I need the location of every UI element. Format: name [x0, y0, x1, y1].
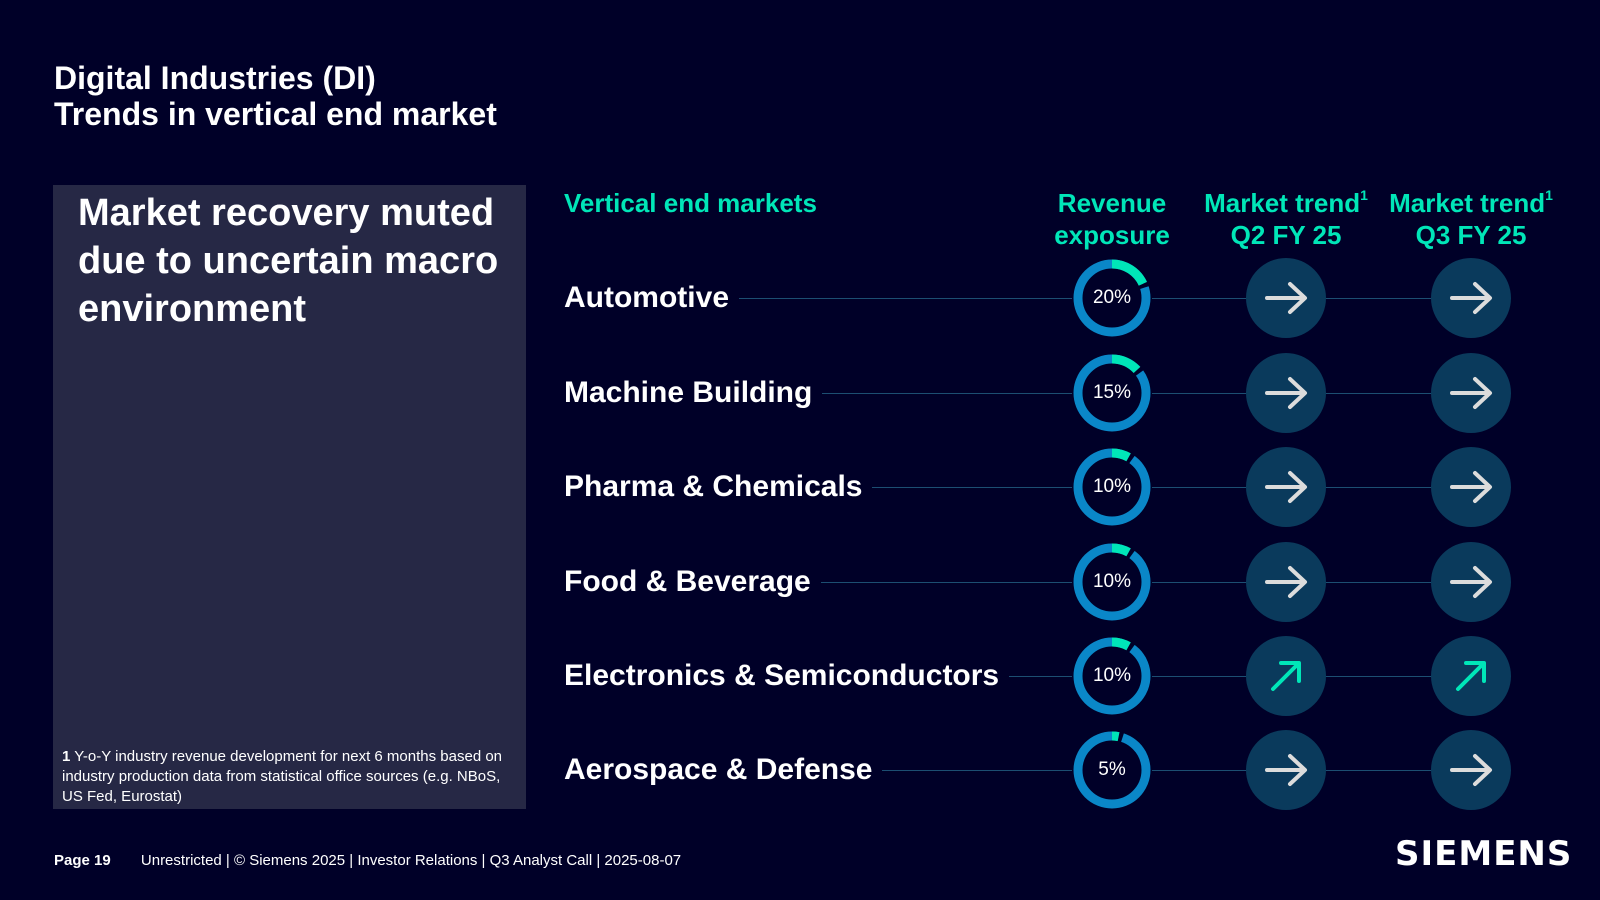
- revenue-exposure-donut: 10%: [1072, 447, 1152, 527]
- exposure-label: 10%: [1092, 571, 1132, 592]
- market-row: Pharma & Chemicals 10%: [0, 447, 1600, 527]
- title-line-2: Trends in vertical end market: [54, 96, 497, 132]
- revenue-exposure-donut: 5%: [1072, 730, 1152, 810]
- trend-q2-arrow-right-icon: [1246, 730, 1326, 810]
- column-header-trend-q3-line2: Q3 FY 25: [1415, 220, 1527, 250]
- summary-panel: Market recovery muted due to uncertain m…: [53, 185, 526, 809]
- exposure-label: 10%: [1092, 476, 1132, 497]
- market-row: Food & Beverage 10%: [0, 542, 1600, 622]
- row-connector-line: [566, 770, 1511, 771]
- trend-q3-arrow-up-right-icon: [1431, 636, 1511, 716]
- donut-segment: [1073, 354, 1151, 432]
- trend-q3-arrow-right-icon: [1431, 353, 1511, 433]
- market-name: Machine Building: [564, 373, 823, 413]
- row-connector-line: [566, 393, 1511, 394]
- column-header-trend-q2-line1: Market trend: [1204, 188, 1361, 218]
- siemens-logo: SIEMENS: [1395, 834, 1573, 874]
- footer-text: Unrestricted | © Siemens 2025 | Investor…: [140, 852, 682, 869]
- panel-headline: Market recovery muted due to uncertain m…: [78, 192, 499, 330]
- market-name: Food & Beverage: [564, 562, 821, 602]
- donut-segment: [1073, 448, 1151, 526]
- market-name: Electronics & Semiconductors: [564, 656, 1010, 696]
- trend-q3-arrow-right-icon: [1431, 447, 1511, 527]
- exposure-label: 10%: [1092, 665, 1132, 686]
- donut-segment: [1073, 637, 1151, 715]
- column-header-trend-q3-line1: Market trend: [1389, 188, 1546, 218]
- market-name: Aerospace & Defense: [564, 750, 883, 790]
- revenue-exposure-donut: 15%: [1072, 353, 1152, 433]
- trend-q3-arrow-right-icon: [1431, 730, 1511, 810]
- page-number: Page 19: [54, 852, 111, 869]
- revenue-exposure-donut: 10%: [1072, 542, 1152, 622]
- donut-segment: [1073, 731, 1151, 809]
- market-name: Pharma & Chemicals: [564, 467, 873, 507]
- trend-q2-arrow-right-icon: [1246, 258, 1326, 338]
- trend-q3-arrow-right-icon: [1431, 258, 1511, 338]
- row-connector-line: [566, 582, 1511, 583]
- footnote-marker: 1: [62, 748, 71, 765]
- trend-q3-arrow-right-icon: [1431, 542, 1511, 622]
- title-line-1: Digital Industries (DI): [54, 60, 376, 96]
- exposure-label: 5%: [1098, 759, 1126, 780]
- donut-segment: [1073, 259, 1151, 337]
- trend-q2-arrow-right-icon: [1246, 447, 1326, 527]
- market-name: Automotive: [564, 278, 739, 318]
- revenue-exposure-donut: 20%: [1072, 258, 1152, 338]
- trend-q2-arrow-right-icon: [1246, 353, 1326, 433]
- trend-q2-arrow-up-right-icon: [1246, 636, 1326, 716]
- column-header-revenue-line1: Revenue: [1057, 188, 1167, 218]
- exposure-label: 15%: [1092, 382, 1132, 403]
- market-row: Aerospace & Defense 5%: [0, 730, 1600, 810]
- column-header-revenue: Revenue exposure: [1035, 187, 1189, 251]
- trend-q2-arrow-right-icon: [1246, 542, 1326, 622]
- column-header-markets: Vertical end markets: [564, 188, 817, 218]
- row-connector-line: [566, 487, 1511, 488]
- footer: Page 19 Unrestricted | © Siemens 2025 | …: [54, 852, 681, 869]
- column-header-revenue-line2: exposure: [1054, 220, 1170, 250]
- exposure-label: 20%: [1092, 287, 1132, 308]
- row-connector-line: [566, 676, 1511, 677]
- footnote-ref: 1: [1360, 187, 1368, 203]
- footnote: 1 Y-o-Y industry revenue development for…: [62, 747, 502, 807]
- market-row: Machine Building 15%: [0, 353, 1600, 433]
- column-header-trend-q2: Market trend1 Q2 FY 25: [1196, 187, 1376, 251]
- donut-segment: [1073, 543, 1151, 621]
- footnote-ref: 1: [1545, 187, 1553, 203]
- column-header-trend-q2-line2: Q2 FY 25: [1230, 220, 1342, 250]
- column-header-trend-q3: Market trend1 Q3 FY 25: [1380, 187, 1562, 251]
- row-connector-line: [566, 298, 1511, 299]
- footnote-text: Y-o-Y industry revenue development for n…: [62, 748, 503, 805]
- market-row: Electronics & Semiconductors 10%: [0, 636, 1600, 716]
- market-row: Automotive 20%: [0, 258, 1600, 338]
- revenue-exposure-donut: 10%: [1072, 636, 1152, 716]
- page-title: Digital Industries (DI) Trends in vertic…: [54, 60, 497, 132]
